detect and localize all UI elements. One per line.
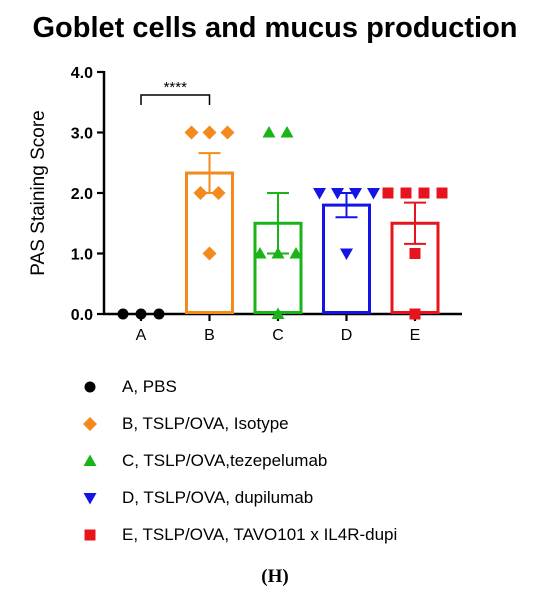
legend-marker-triangle-down-icon bbox=[83, 492, 97, 504]
legend-marker-diamond-icon bbox=[83, 416, 97, 431]
data-point-b bbox=[202, 125, 217, 140]
significance-label: **** bbox=[164, 79, 188, 96]
data-point-e bbox=[418, 187, 430, 199]
x-tick-label-a: A bbox=[136, 327, 147, 344]
legend-marker-d bbox=[78, 488, 102, 508]
significance-bracket bbox=[140, 94, 211, 105]
legend-marker-square-icon bbox=[84, 529, 96, 540]
legend-label-d: D, TSLP/OVA, dupilumab bbox=[122, 487, 314, 507]
data-point-c bbox=[289, 247, 303, 259]
data-point-e bbox=[400, 187, 412, 199]
legend-marker-shape bbox=[83, 492, 97, 504]
y-tick-label: 0.0 bbox=[71, 307, 93, 324]
data-point-a bbox=[135, 308, 147, 320]
legend-marker-a bbox=[78, 377, 102, 397]
legend-marker-shape bbox=[84, 381, 96, 392]
legend-label-e: E, TSLP/OVA, TAVO101 x IL4R-dupi bbox=[122, 524, 398, 544]
data-point-b bbox=[193, 186, 208, 200]
data-point-d bbox=[349, 188, 362, 200]
legend-marker-circle-icon bbox=[84, 381, 96, 392]
bar-chart: PAS Staining Score 0.0 1.0 2.0 3.0 4.0 A B C D E **… bbox=[28, 65, 462, 344]
data-point-b bbox=[202, 246, 217, 261]
data-point-d bbox=[331, 188, 344, 200]
legend-item-a: A, PBS bbox=[78, 368, 397, 405]
y-tick-label: 1.0 bbox=[71, 247, 93, 264]
chart-title: Goblet cells and mucus production bbox=[32, 12, 518, 44]
y-tick-label: 2.0 bbox=[71, 186, 93, 203]
data-point-e bbox=[382, 187, 394, 199]
legend-label-b: B, TSLP/OVA, Isotype bbox=[122, 413, 289, 433]
y-tick-label: 4.0 bbox=[71, 65, 93, 82]
x-tick-label-b: B bbox=[204, 327, 215, 344]
data-point-b bbox=[184, 125, 199, 140]
data-point-d bbox=[340, 248, 353, 260]
legend-marker-c bbox=[78, 451, 102, 471]
data-point-a bbox=[153, 308, 165, 320]
legend: A, PBS B, TSLP/OVA, Isotype C, TSLP/OVA,… bbox=[78, 368, 397, 553]
legend-label-c: C, TSLP/OVA,tezepelumab bbox=[122, 450, 328, 470]
y-tick-label: 3.0 bbox=[71, 126, 93, 143]
x-tick-label-c: C bbox=[272, 327, 284, 344]
panel-label: (H) bbox=[261, 566, 289, 587]
y-axis-label: PAS Staining Score bbox=[28, 110, 49, 275]
legend-item-b: B, TSLP/OVA, Isotype bbox=[78, 405, 397, 442]
legend-marker-b bbox=[78, 414, 102, 434]
legend-marker-shape bbox=[83, 416, 97, 431]
data-point-b bbox=[220, 125, 235, 140]
data-point-c bbox=[262, 126, 276, 138]
data-point-b bbox=[211, 186, 226, 200]
x-tick-label-d: D bbox=[341, 327, 353, 344]
data-point-e bbox=[409, 308, 421, 320]
legend-label-a: A, PBS bbox=[122, 376, 177, 396]
data-point-e bbox=[436, 187, 448, 199]
legend-item-e: E, TSLP/OVA, TAVO101 x IL4R-dupi bbox=[78, 516, 397, 553]
data-point-c bbox=[253, 247, 267, 259]
data-point-d bbox=[367, 188, 380, 200]
data-point-c bbox=[271, 307, 285, 319]
legend-item-d: D, TSLP/OVA, dupilumab bbox=[78, 479, 397, 516]
data-point-c bbox=[271, 247, 285, 259]
legend-marker-e bbox=[78, 525, 102, 545]
x-tick-label-e: E bbox=[410, 327, 421, 344]
data-point-d bbox=[313, 188, 326, 200]
legend-marker-triangle-up-icon bbox=[83, 454, 97, 466]
legend-marker-shape bbox=[83, 454, 97, 466]
legend-item-c: C, TSLP/OVA,tezepelumab bbox=[78, 442, 397, 479]
legend-marker-shape bbox=[84, 529, 96, 540]
data-point-c bbox=[280, 126, 294, 138]
data-point-a bbox=[117, 308, 129, 320]
data-point-e bbox=[409, 248, 421, 259]
